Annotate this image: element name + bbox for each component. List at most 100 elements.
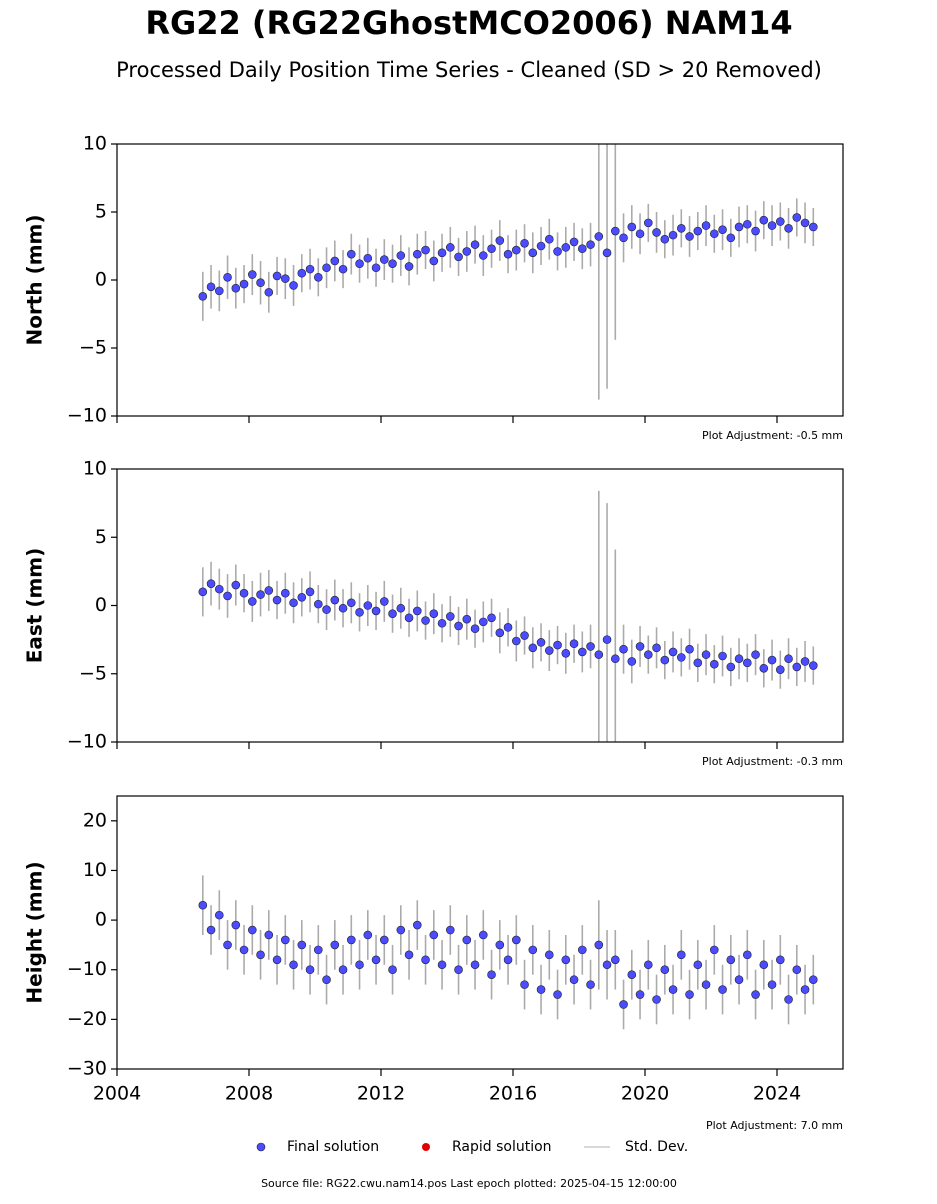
y-tick-label: −10 [67, 958, 107, 980]
data-point [495, 940, 505, 950]
data-point [808, 975, 818, 984]
data-point [264, 930, 274, 940]
data-point [478, 251, 488, 260]
legend-marker [256, 1142, 266, 1152]
data-point [305, 587, 315, 597]
data-point [487, 244, 496, 254]
data-point [742, 658, 752, 668]
plot-area [198, 144, 818, 400]
data-point [767, 980, 777, 989]
data-point [248, 925, 257, 935]
data-point [553, 640, 562, 650]
data-point [800, 657, 810, 666]
data-point [619, 233, 628, 243]
data-point [371, 955, 381, 965]
data-point [800, 218, 810, 228]
data-point [239, 945, 249, 955]
data-point [536, 241, 546, 251]
data-point [206, 579, 216, 588]
y-tick-label: −20 [67, 1008, 107, 1030]
data-point [602, 960, 612, 970]
data-point [594, 940, 604, 950]
data-point [693, 960, 703, 970]
data-point [734, 222, 744, 232]
data-point [313, 945, 323, 955]
data-point [775, 955, 785, 965]
data-point [313, 599, 323, 609]
data-point [668, 985, 678, 994]
data-point [619, 644, 628, 654]
data-point [412, 249, 422, 259]
data-point [379, 255, 389, 264]
data-point [536, 985, 546, 994]
y-tick-label: 10 [83, 859, 107, 881]
data-point [495, 628, 505, 638]
data-point [775, 665, 785, 674]
y-tick-label: −5 [79, 662, 107, 684]
data-point [322, 975, 331, 984]
data-point [437, 248, 447, 258]
data-point [289, 960, 298, 970]
data-point [759, 960, 769, 970]
data-point [718, 985, 727, 994]
data-point [297, 593, 307, 602]
data-point [223, 272, 232, 282]
data-point [297, 940, 307, 950]
x-tick-label: 2012 [357, 1083, 405, 1105]
y-tick-label: 20 [83, 809, 107, 831]
data-point [718, 225, 727, 234]
data-point [668, 230, 678, 240]
data-point [586, 642, 595, 651]
data-point [256, 590, 265, 599]
data-point [248, 270, 257, 279]
data-point [297, 268, 307, 278]
data-point [462, 247, 472, 256]
data-point [569, 639, 579, 649]
data-point [544, 234, 554, 244]
plot-area [198, 875, 818, 1030]
data-point [668, 647, 678, 657]
y-tick-label: 0 [95, 909, 107, 931]
data-point [528, 643, 538, 653]
data-point [445, 612, 455, 621]
data-point [272, 595, 282, 605]
data-point [693, 658, 703, 668]
data-point [355, 960, 364, 970]
data-point [495, 236, 505, 245]
data-point [363, 253, 373, 263]
data-point [561, 243, 571, 252]
data-point [709, 659, 719, 669]
data-point [454, 621, 463, 631]
data-point [561, 648, 571, 658]
data-point [429, 609, 439, 618]
data-point [198, 587, 208, 597]
data-point [363, 930, 373, 940]
data-point [223, 940, 232, 950]
data-point [775, 217, 785, 226]
data-point [759, 663, 769, 673]
data-point [289, 281, 298, 290]
data-point [643, 218, 653, 228]
plot-area [198, 490, 818, 742]
data-point [619, 1000, 628, 1009]
y-tick-label: −10 [67, 731, 107, 753]
data-point [462, 614, 472, 624]
data-point [215, 286, 224, 296]
data-point [767, 221, 777, 230]
data-point [676, 653, 686, 662]
legend-label: Std. Dev. [625, 1139, 688, 1155]
y-tick-label: 0 [95, 269, 107, 291]
data-point [808, 222, 818, 232]
data-point [462, 935, 472, 945]
data-point [759, 215, 769, 225]
data-point [198, 900, 208, 910]
data-point [792, 662, 802, 672]
data-point [726, 233, 736, 243]
data-point [520, 238, 529, 248]
y-tick-label: 5 [95, 526, 107, 548]
data-point [586, 240, 595, 249]
data-point [586, 980, 595, 989]
data-point [503, 955, 513, 965]
legend-label: Rapid solution [452, 1139, 552, 1155]
data-point [256, 278, 265, 288]
